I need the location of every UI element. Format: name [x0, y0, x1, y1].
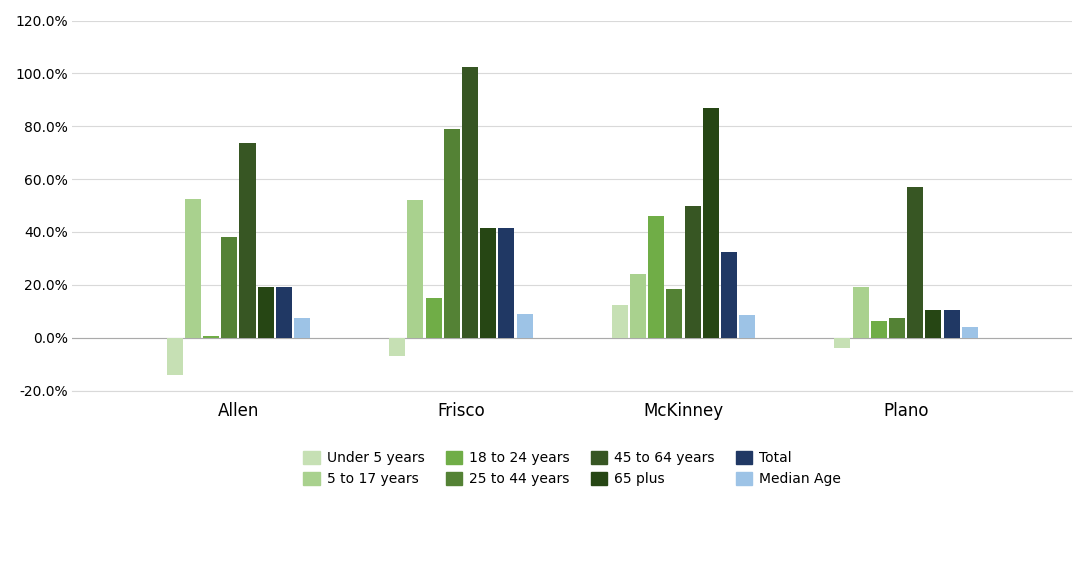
Bar	[203, 336, 220, 338]
Bar	[852, 288, 869, 338]
Bar	[462, 67, 478, 338]
Bar	[239, 143, 255, 338]
Bar	[480, 228, 497, 338]
Bar	[721, 252, 737, 338]
Bar	[944, 310, 960, 338]
Bar	[185, 199, 201, 338]
Bar	[516, 314, 533, 338]
Bar	[925, 310, 941, 338]
Bar	[389, 338, 405, 356]
Bar	[630, 274, 646, 338]
Bar	[612, 305, 628, 338]
Bar	[166, 338, 183, 375]
Bar	[648, 216, 664, 338]
Bar	[703, 108, 719, 338]
Bar	[426, 298, 441, 338]
Bar	[408, 201, 424, 338]
Bar	[908, 187, 923, 338]
Bar	[295, 318, 310, 338]
Bar	[666, 289, 683, 338]
Bar	[685, 206, 701, 338]
Bar	[835, 338, 850, 348]
Bar	[222, 238, 237, 338]
Bar	[258, 288, 274, 338]
Bar	[443, 129, 460, 338]
Legend: Under 5 years, 5 to 17 years, 18 to 24 years, 25 to 44 years, 45 to 64 years, 65: Under 5 years, 5 to 17 years, 18 to 24 y…	[298, 446, 847, 492]
Bar	[276, 288, 292, 338]
Bar	[962, 327, 978, 338]
Bar	[871, 320, 887, 338]
Bar	[889, 318, 905, 338]
Bar	[499, 228, 514, 338]
Bar	[739, 315, 755, 338]
